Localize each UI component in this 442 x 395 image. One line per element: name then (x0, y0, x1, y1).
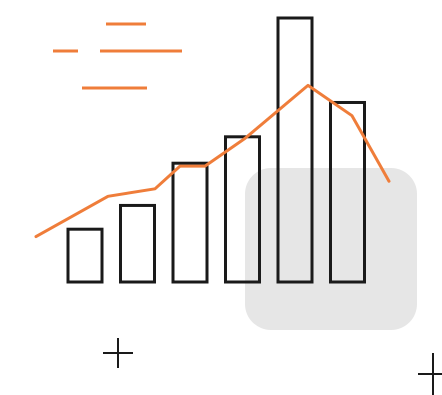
bar-group (66, 16, 366, 284)
plus-icon (103, 338, 133, 368)
plus-icon (418, 353, 442, 395)
dash-lines (53, 22, 182, 90)
chart-bar (119, 203, 156, 284)
plus-marks (103, 338, 442, 395)
chart-bar (171, 161, 209, 284)
trend-line (34, 83, 391, 239)
chart-bar (224, 135, 261, 284)
chart-bar (66, 227, 104, 284)
chart-bar (329, 100, 366, 284)
chart-bar (276, 16, 314, 284)
